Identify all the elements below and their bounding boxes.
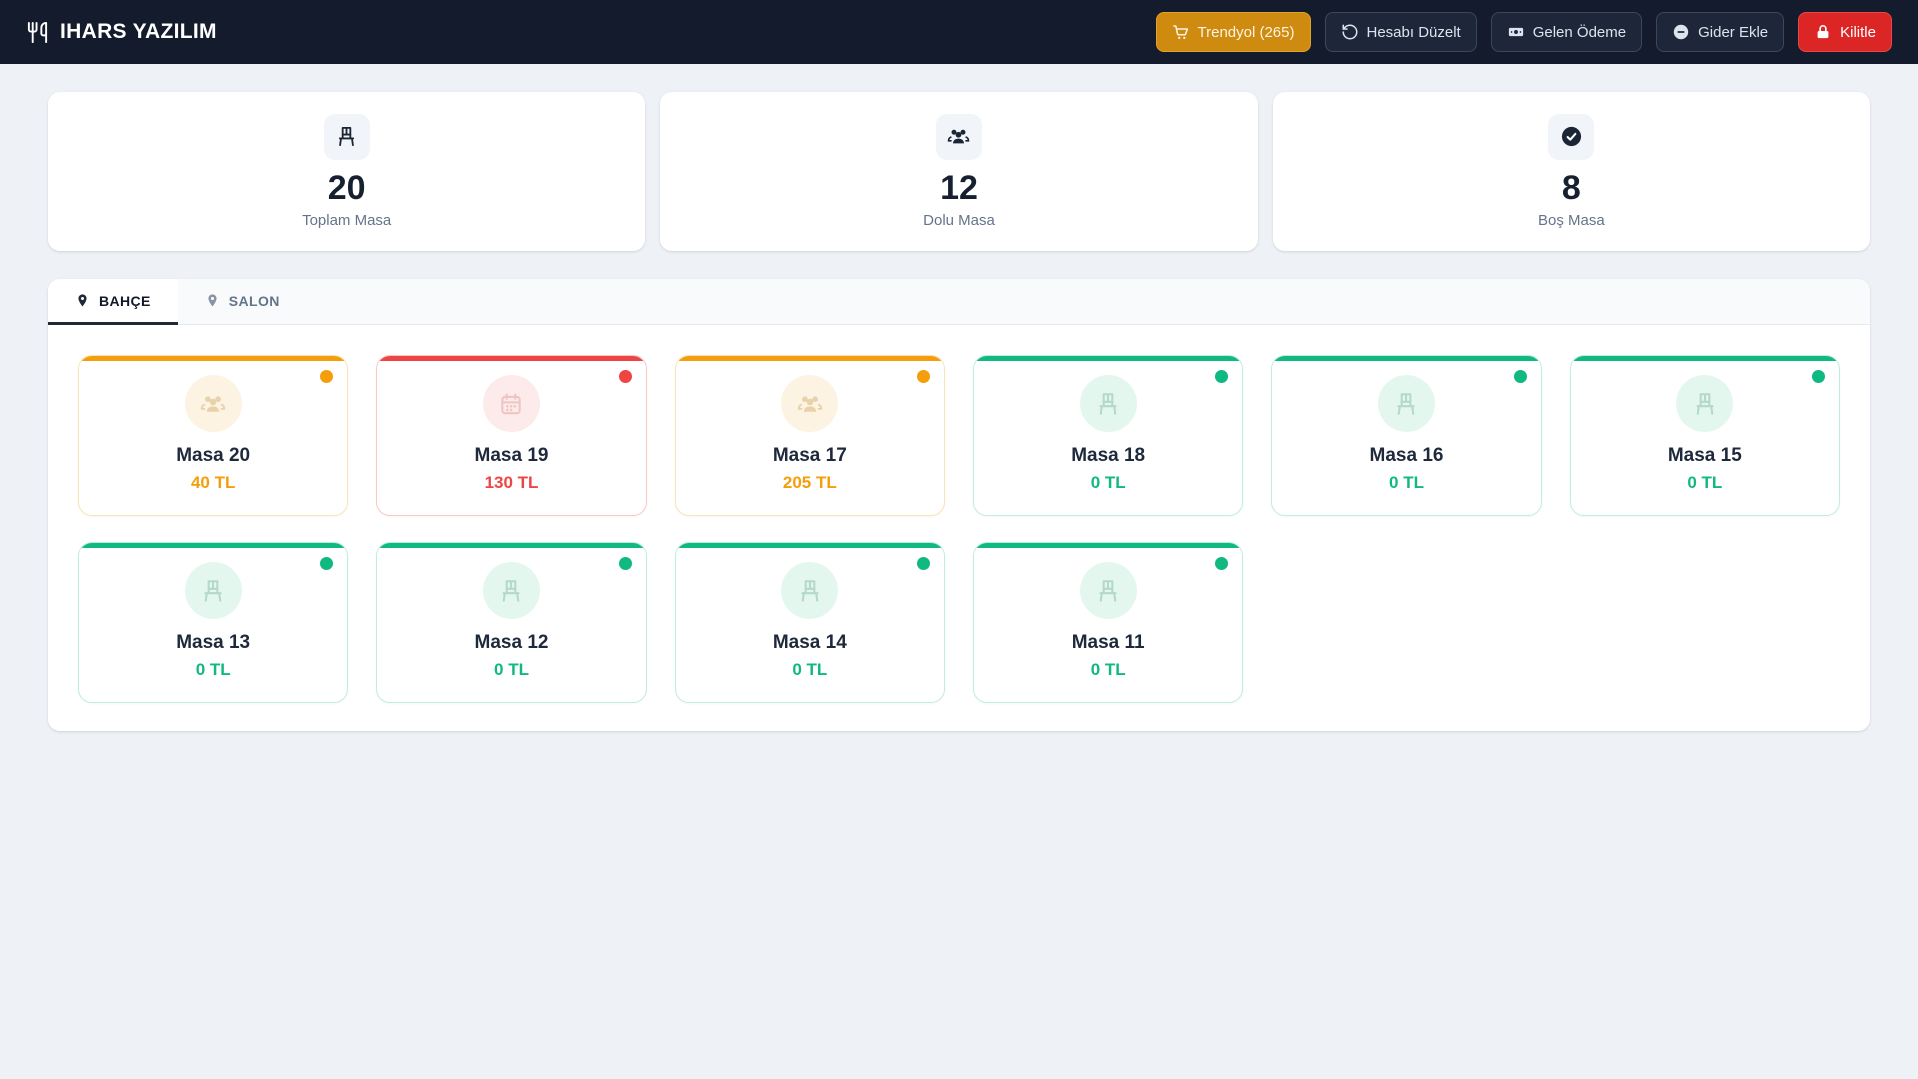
map-pin-icon	[75, 293, 90, 308]
table-amount: 0 TL	[195, 660, 231, 679]
tab-bahce-label: BAHÇE	[99, 292, 151, 309]
minus-circle-icon	[1672, 23, 1690, 41]
top-navbar: IHARS YAZILIM Trendyol (265) Hesabı Düze…	[0, 0, 1918, 64]
table-card[interactable]: Masa 20 40 TL	[78, 355, 349, 516]
stat-card-bos-masa: 8 Boş Masa	[1272, 92, 1870, 251]
rotate-ccw-icon	[1341, 23, 1359, 41]
table-amount: 0 TL	[1090, 660, 1126, 679]
table-amount: 205 TL	[782, 473, 837, 492]
hesabi-duzelt-button-label: Hesabı Düzelt	[1366, 23, 1461, 41]
shopping-cart-icon	[1172, 23, 1190, 41]
tab-salon[interactable]: SALON	[178, 279, 307, 325]
table-name: Masa 13	[176, 632, 251, 653]
table-card[interactable]: Masa 18 0 TL	[973, 355, 1244, 516]
table-card[interactable]: Masa 15 0 TL	[1569, 355, 1840, 516]
chair-icon	[482, 562, 540, 619]
chair-icon	[1676, 375, 1734, 432]
table-amount: 130 TL	[484, 473, 539, 492]
stat-value: 20	[327, 168, 366, 207]
status-dot	[1812, 370, 1825, 383]
status-dot	[618, 370, 632, 383]
users-icon	[184, 375, 242, 432]
table-name: Masa 14	[772, 632, 847, 653]
status-dot	[1215, 557, 1229, 570]
stat-label: Toplam Masa	[302, 212, 392, 230]
stats-row: 20 Toplam Masa 12 Dolu Masa 8 Boş Masa	[48, 92, 1870, 251]
area-tabs: BAHÇE SALON	[48, 279, 1870, 325]
navbar-actions: Trendyol (265) Hesabı Düzelt Gelen Ödeme…	[1155, 12, 1892, 52]
kilitle-button-label: Kilitle	[1840, 23, 1876, 41]
stat-label: Dolu Masa	[923, 212, 995, 230]
status-dot	[917, 557, 930, 570]
brand: IHARS YAZILIM	[26, 20, 217, 44]
table-amount: 0 TL	[1389, 473, 1424, 492]
table-name: Masa 20	[176, 445, 251, 466]
table-card[interactable]: Masa 19 130 TL	[376, 355, 647, 516]
table-name: Masa 16	[1369, 445, 1444, 466]
table-name: Masa 12	[474, 632, 549, 653]
table-card[interactable]: Masa 12 0 TL	[376, 542, 647, 703]
chair-icon	[184, 562, 242, 619]
utensils-icon	[26, 21, 49, 44]
stat-value: 12	[940, 168, 978, 207]
table-amount: 0 TL	[494, 660, 529, 679]
stat-value: 8	[1561, 168, 1581, 207]
gider-ekle-button[interactable]: Gider Ekle	[1656, 12, 1785, 52]
table-name: Masa 11	[1071, 632, 1145, 653]
status-dot	[1215, 370, 1229, 383]
gelen-odeme-button[interactable]: Gelen Ödeme	[1490, 12, 1643, 52]
kilitle-button[interactable]: Kilitle	[1798, 12, 1892, 52]
users-icon	[781, 375, 839, 432]
stat-card-dolu-masa: 12 Dolu Masa	[660, 92, 1258, 251]
chair-icon	[1377, 375, 1435, 432]
gider-ekle-button-label: Gider Ekle	[1698, 23, 1769, 41]
table-card[interactable]: Masa 16 0 TL	[1271, 355, 1542, 516]
users-icon	[935, 113, 982, 160]
table-card[interactable]: Masa 17 205 TL	[674, 355, 945, 516]
table-card[interactable]: Masa 11 0 TL	[973, 542, 1244, 703]
status-dot	[1513, 370, 1527, 383]
status-dot	[320, 557, 334, 570]
table-amount: 0 TL	[1090, 473, 1126, 492]
trendyol-button-label: Trendyol (265)	[1197, 23, 1295, 41]
table-amount: 0 TL	[792, 660, 828, 679]
table-card[interactable]: Masa 14 0 TL	[674, 542, 945, 703]
stat-label: Boş Masa	[1537, 212, 1605, 230]
chair-icon	[1079, 375, 1137, 432]
table-amount: 40 TL	[190, 473, 236, 492]
map-pin-icon	[205, 293, 220, 308]
chair-icon	[1079, 562, 1137, 619]
status-dot	[320, 370, 334, 383]
gelen-odeme-button-label: Gelen Ödeme	[1532, 23, 1627, 41]
table-name: Masa 15	[1667, 445, 1742, 466]
chair-icon	[323, 113, 370, 160]
table-card[interactable]: Masa 13 0 TL	[78, 542, 349, 703]
status-dot	[917, 370, 930, 383]
table-name: Masa 19	[474, 445, 549, 466]
status-dot	[618, 557, 632, 570]
calendar-icon	[482, 375, 540, 432]
banknote-icon	[1507, 23, 1525, 41]
hesabi-duzelt-button[interactable]: Hesabı Düzelt	[1324, 12, 1477, 52]
chair-icon	[781, 562, 839, 619]
tab-bahce[interactable]: BAHÇE	[48, 279, 178, 325]
table-name: Masa 17	[772, 445, 847, 466]
tab-salon-label: SALON	[228, 292, 280, 309]
trendyol-button[interactable]: Trendyol (265)	[1155, 12, 1311, 52]
tables-grid: Masa 20 40 TL Masa 19 130 TL Masa 17 205…	[48, 325, 1870, 731]
lock-icon	[1814, 23, 1832, 41]
tables-panel: BAHÇE SALON Masa 20 40 TL Masa 19 130 TL…	[48, 279, 1870, 731]
app-title: IHARS YAZILIM	[60, 20, 217, 43]
stat-card-toplam-masa: 20 Toplam Masa	[48, 92, 646, 251]
table-name: Masa 18	[1071, 445, 1146, 466]
table-amount: 0 TL	[1687, 473, 1723, 492]
check-circle-icon	[1548, 113, 1595, 160]
